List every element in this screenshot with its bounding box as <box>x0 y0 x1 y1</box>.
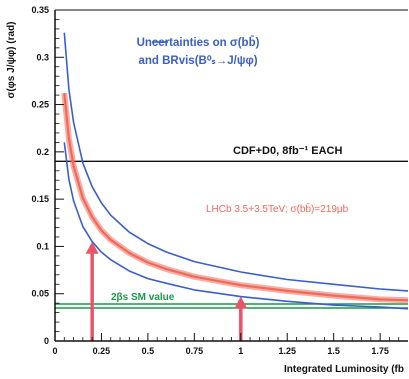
x-tick-label: 1.75 <box>371 346 389 356</box>
y-tick-label: 0.3 <box>36 52 49 62</box>
legend-line-2: and BRvis(B⁰ₛ→J/ψφ) <box>138 54 257 67</box>
x-tick-label: 1 <box>238 346 243 356</box>
x-tick-label: 1.5 <box>327 346 340 356</box>
x-tick-label: 0.75 <box>186 346 204 356</box>
y-tick-label: 0.35 <box>31 5 49 15</box>
cdf-label: CDF+D0, 8fb⁻¹ EACH <box>233 145 342 157</box>
x-tick-label: 1.25 <box>278 346 296 356</box>
x-tick-label: 0.5 <box>142 346 155 356</box>
arrow-head-2 <box>234 296 248 309</box>
lhcb-label: LHCb 3.5+3.5TeV; σ(bb̄)=219μb <box>206 202 349 215</box>
y-tick-label: 0.1 <box>36 241 49 251</box>
lhcb-curve <box>63 93 408 302</box>
labels: Uncertainties on σ(bb̄) and BRvis(B⁰ₛ→J/… <box>6 21 404 375</box>
x-tick-label: 0.25 <box>93 346 111 356</box>
y-tick-label: 0.2 <box>36 147 49 157</box>
legend-line-1: Uncertainties on σ(bb̄) <box>137 37 260 49</box>
ticks: 0 0.25 0.5 0.75 1 1.25 1.5 1.75 0 0.05 0.1 0.15 0.2 0… <box>31 5 400 356</box>
arrow-head-1 <box>85 241 99 254</box>
y-axis-title: σ(φs J/ψφ) (rad) <box>6 21 17 98</box>
x-tick-label: 0 <box>52 346 57 356</box>
plot-clipped <box>55 32 408 341</box>
plot-content <box>55 32 408 341</box>
lhcb-curve-glow <box>61 92 408 304</box>
y-tick-label: 0.25 <box>31 100 49 110</box>
lower-uncertainty-curve <box>63 142 408 310</box>
sm-value-label: 2βs SM value <box>111 292 175 303</box>
y-tick-label: 0.15 <box>31 194 49 204</box>
x-axis-title: Integrated Luminosity (fb <box>284 364 404 375</box>
upper-uncertainty-curve <box>63 32 408 292</box>
y-tick-label: 0 <box>44 336 49 346</box>
y-tick-label: 0.05 <box>31 289 49 299</box>
